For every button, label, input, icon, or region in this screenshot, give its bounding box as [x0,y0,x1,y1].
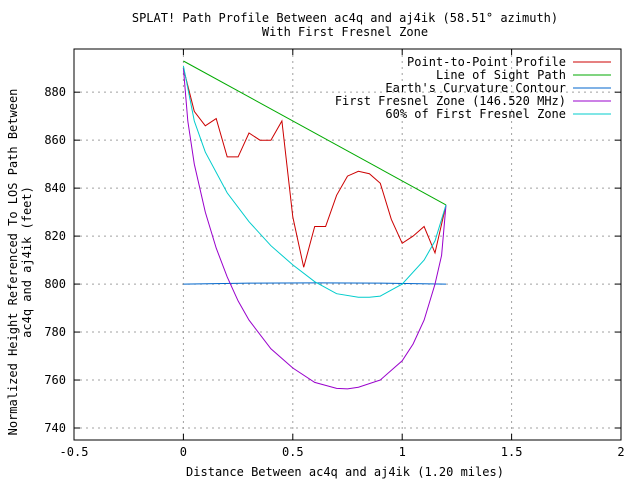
x-axis-label: Distance Between ac4q and aj4ik (1.20 mi… [186,465,504,479]
axis-ticks: -0.5 0 0.5 1 1.5 2 740 760 780 800 820 840 860 880 [44,49,625,459]
y-tick-label: 800 [44,277,66,291]
chart-subtitle: With First Fresnel Zone [262,25,428,39]
y-tick-label: 780 [44,325,66,339]
series-line [183,60,447,206]
series-line [182,68,447,268]
series-line [182,68,447,390]
legend-label: First Fresnel Zone (146.520 MHz) [335,94,566,108]
y-tick-label: 840 [44,181,66,195]
chart-title: SPLAT! Path Profile Between ac4q and aj4… [132,11,558,25]
legend-label: 60% of First Fresnel Zone [385,107,566,121]
legend-label: Point-to-Point Profile [407,55,566,69]
x-tick-label: 2 [617,445,624,459]
series-layer [182,60,447,390]
x-tick-label: 0.5 [282,445,304,459]
x-tick-label: 1 [399,445,406,459]
y-tick-label: 860 [44,133,66,147]
legend-label: Line of Sight Path [436,68,566,82]
series-line [182,65,447,298]
y-axis-label-line2: ac4q and aj4ik (feet) [20,186,34,338]
y-tick-label: 760 [44,373,66,387]
y-axis-label-line1: Normalized Height Referenced To LOS Path… [6,89,20,436]
plot-frame [73,48,622,441]
x-tick-label: 1.5 [501,445,523,459]
x-tick-label: -0.5 [60,445,89,459]
grid [74,49,621,440]
x-tick-label: 0 [180,445,187,459]
y-tick-label: 820 [44,229,66,243]
legend-label: Earth's Curvature Contour [385,81,566,95]
y-tick-label: 880 [44,85,66,99]
y-tick-label: 740 [44,421,66,435]
